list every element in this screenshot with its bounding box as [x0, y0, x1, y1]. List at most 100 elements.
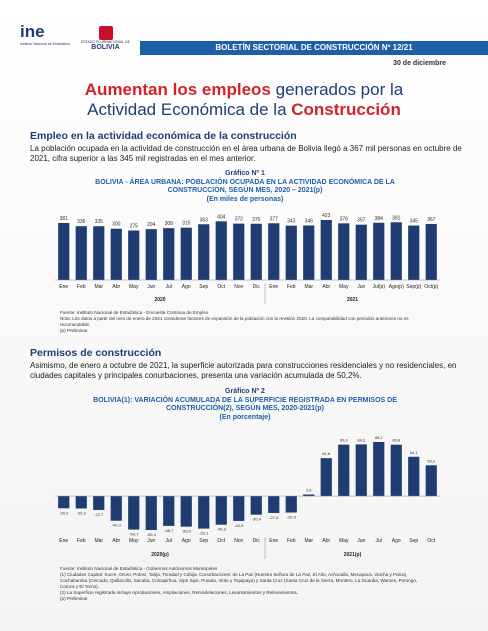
bar — [408, 456, 420, 497]
note: (p) Preliminar — [60, 596, 88, 601]
bar — [250, 223, 262, 280]
x-tick-label: Ene — [269, 538, 278, 544]
x-tick-label: Jul — [166, 284, 172, 290]
chart-subtitle: (En miles de personas) — [206, 195, 284, 203]
group-label: 2021 — [347, 297, 358, 303]
section-heading: Empleo en la actividad económica de la c… — [30, 130, 297, 142]
data-label: 345 — [410, 219, 419, 225]
bar — [145, 229, 157, 280]
bar — [163, 228, 175, 280]
x-tick-label: Abr — [112, 284, 120, 290]
bar — [145, 496, 157, 530]
bar — [285, 496, 297, 513]
headline-part: Aumentan los empleos — [84, 80, 271, 99]
state-emblem — [98, 26, 113, 40]
note: Fuente: Instituto Nacional de Estadístic… — [60, 310, 209, 315]
x-tick-label: Abr — [112, 538, 120, 544]
bar — [355, 224, 367, 280]
data-label: 61,8 — [322, 451, 331, 456]
headline-part: generados por la — [270, 80, 404, 99]
data-label: -27,6 — [269, 515, 279, 520]
chart: 381 Ene 336 Feb 335 Mar 300 Abr 275 May 294 Jun 308 J… — [55, 213, 440, 304]
bar — [338, 444, 350, 497]
section-heading: Permisos de construcción — [30, 347, 162, 359]
ine-logo-sub: Instituto Nacional de Estadística — [20, 42, 70, 46]
data-label: 83,9 — [340, 438, 349, 443]
x-tick-label: Jul — [376, 538, 382, 544]
bar — [320, 220, 332, 280]
bar — [128, 496, 140, 530]
note: Fuente: Instituto Nacional de Estadístic… — [60, 566, 218, 571]
data-label: 391 — [392, 215, 401, 221]
notes: Fuente: Instituto Nacional de Estadístic… — [60, 310, 420, 334]
x-tick-label: Sep — [199, 284, 208, 290]
data-label: 343 — [287, 219, 296, 225]
data-label: 404 — [217, 214, 226, 220]
bar — [110, 228, 122, 280]
data-label: 84,3 — [357, 437, 366, 442]
x-tick-label: Sep(p) — [406, 284, 421, 290]
ine-logo-text: ine — [20, 22, 45, 41]
ine-logo: ine Instituto Nacional de Estadística — [20, 22, 70, 46]
x-tick-label: Dic — [253, 284, 261, 290]
note: (p) Preliminar — [60, 328, 88, 333]
chart-subtitle: (En porcentaje) — [219, 413, 271, 421]
chart-title: BOLIVIA(1): VARIACIÓN ACUMULADA DE LA SU… — [93, 396, 397, 413]
x-tick-label: Jun — [357, 284, 365, 290]
bar — [75, 226, 87, 280]
bar — [233, 496, 245, 521]
x-tick-label: Feb — [77, 284, 86, 290]
data-label: 336 — [77, 219, 86, 225]
x-tick-label: Jun — [147, 538, 155, 544]
bulletin-title: BOLETÍN SECTORIAL DE CONSTRUCCIÓN Nº 12/… — [215, 43, 413, 52]
x-tick-label: Ene — [269, 284, 278, 290]
bar — [75, 496, 87, 509]
data-label: -22,7 — [94, 512, 104, 517]
data-label: 335 — [95, 219, 104, 225]
notes: Fuente: Instituto Nacional de Estadístic… — [60, 566, 420, 602]
headline: Aumentan los empleos generados por la Ac… — [0, 80, 488, 120]
bar — [285, 225, 297, 280]
x-tick-label: May — [129, 284, 139, 290]
data-label: 376 — [340, 216, 349, 222]
bar — [373, 222, 385, 280]
bar — [373, 442, 385, 497]
headline-part: Actividad Económica de la — [87, 100, 292, 119]
paragraph: Asimismo, de enero a octubre de 2021, la… — [30, 361, 457, 380]
bar — [128, 230, 140, 280]
bar — [338, 223, 350, 280]
data-label: 372 — [235, 217, 244, 223]
data-label: 64,1 — [410, 450, 419, 455]
headline-part: Construcción — [291, 100, 401, 119]
x-tick-label: Jul — [166, 538, 172, 544]
x-tick-label: Mar — [94, 538, 103, 544]
x-tick-label: Sep — [409, 538, 418, 544]
bar — [198, 224, 210, 280]
data-label: 2,6 — [306, 487, 312, 492]
x-tick-label: Ago — [182, 284, 191, 290]
data-label: 363 — [200, 217, 209, 223]
data-label: -30,4 — [252, 517, 262, 522]
x-tick-label: Mar — [304, 538, 313, 544]
bar — [408, 225, 420, 280]
paragraph: La población ocupada en la actividad de … — [30, 144, 462, 163]
data-label: 308 — [165, 221, 174, 227]
bar — [93, 496, 105, 510]
data-label: -40,3 — [112, 523, 122, 528]
bar — [250, 496, 262, 515]
data-label: -40,6 — [234, 523, 244, 528]
data-label: -26,9 — [287, 515, 297, 520]
x-tick-label: May — [339, 284, 349, 290]
data-label: 384 — [375, 216, 384, 222]
x-tick-label: Ago — [182, 538, 191, 544]
chart-title-block: Gráfico Nº 1 BOLIVIA - ÁREA URBANA: POBL… — [90, 170, 400, 204]
data-label: -50,0 — [182, 529, 192, 534]
chart-title-block: Gráfico Nº 2 BOLIVIA(1): VARIACIÓN ACUMU… — [90, 388, 400, 422]
x-tick-label: Ago(p) — [389, 284, 404, 290]
bar — [390, 444, 402, 497]
state-logo: ESTADO PLURINACIONAL DE BOLIVIA — [78, 26, 133, 51]
bar — [180, 496, 192, 527]
x-tick-label: Jun — [357, 538, 365, 544]
data-label: -20,0 — [59, 510, 69, 515]
bar — [215, 221, 227, 280]
